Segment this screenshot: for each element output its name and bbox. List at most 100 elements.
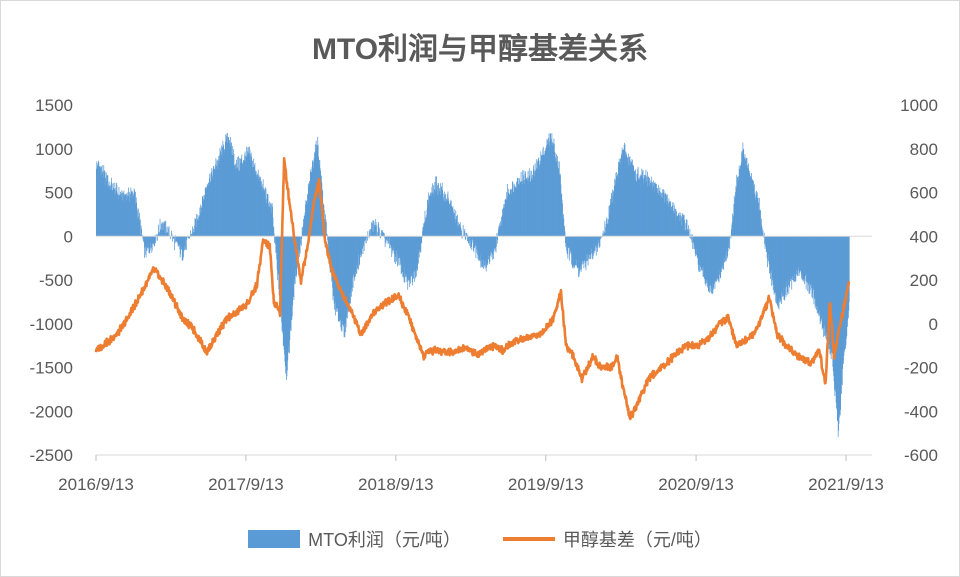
profit-bar bbox=[626, 162, 628, 237]
profit-bar bbox=[620, 155, 622, 237]
profit-bar bbox=[183, 236, 185, 252]
profit-bar bbox=[176, 236, 177, 242]
profit-bar bbox=[472, 236, 474, 241]
profit-bar bbox=[419, 236, 421, 252]
left-tick-label: 0 bbox=[64, 227, 73, 246]
profit-bar bbox=[438, 187, 440, 237]
profit-bar bbox=[153, 236, 155, 245]
profit-bar bbox=[774, 236, 775, 291]
profit-bar bbox=[152, 236, 154, 244]
profit-bar bbox=[423, 223, 425, 237]
profit-bar bbox=[802, 236, 803, 276]
profit-bar bbox=[688, 225, 690, 237]
legend: MTO利润（元/吨） 甲醇基差（元/吨） bbox=[0, 526, 960, 552]
profit-bar bbox=[372, 220, 374, 237]
profit-bar bbox=[362, 236, 363, 249]
profit-bar bbox=[657, 194, 659, 237]
profit-bar bbox=[354, 236, 356, 281]
profit-bar bbox=[252, 166, 254, 237]
profit-bar bbox=[708, 236, 710, 291]
profit-bar bbox=[134, 190, 135, 237]
profit-bar bbox=[733, 215, 734, 237]
profit-bar bbox=[485, 236, 487, 272]
profit-bar bbox=[235, 168, 236, 237]
profit-bar bbox=[160, 223, 162, 237]
profit-bar bbox=[99, 167, 101, 237]
profit-bar bbox=[743, 149, 745, 237]
profit-bar bbox=[421, 236, 423, 243]
profit-bar bbox=[728, 236, 729, 243]
profit-bar bbox=[714, 236, 716, 282]
profit-bar bbox=[429, 195, 430, 237]
profit-bar bbox=[400, 236, 402, 260]
profit-bar bbox=[138, 208, 140, 237]
profit-bar bbox=[391, 236, 393, 257]
profit-bar bbox=[360, 236, 362, 254]
profit-bar bbox=[823, 236, 825, 329]
profit-bar bbox=[137, 210, 138, 237]
profit-bar bbox=[833, 236, 835, 376]
profit-bar bbox=[142, 236, 144, 242]
profit-bar bbox=[812, 236, 814, 299]
profit-bar bbox=[220, 152, 222, 237]
profit-bar bbox=[227, 136, 229, 237]
profit-bar bbox=[781, 236, 782, 305]
profit-bar bbox=[583, 236, 585, 261]
profit-bar bbox=[147, 236, 149, 249]
profit-bar bbox=[370, 229, 372, 237]
profit-bar bbox=[663, 190, 665, 237]
profit-bar bbox=[324, 221, 326, 237]
profit-bar bbox=[578, 236, 579, 278]
profit-bar bbox=[257, 169, 259, 237]
profit-bar bbox=[407, 236, 409, 290]
profit-bar bbox=[634, 170, 636, 237]
profit-bar bbox=[181, 236, 183, 247]
profit-bar bbox=[177, 236, 179, 244]
profit-bar bbox=[270, 204, 272, 237]
profit-bar bbox=[461, 236, 463, 239]
profit-bar bbox=[203, 194, 205, 237]
profit-bar bbox=[696, 236, 697, 256]
profit-bar bbox=[727, 236, 729, 256]
profit-bar bbox=[561, 193, 563, 237]
profit-bar bbox=[108, 181, 110, 237]
profit-bar bbox=[137, 218, 139, 237]
profit-bar bbox=[245, 156, 246, 237]
profit-bar bbox=[691, 236, 693, 243]
profit-bar bbox=[263, 190, 265, 237]
profit-bar bbox=[146, 236, 148, 251]
profit-bar bbox=[586, 236, 588, 261]
profit-bar bbox=[650, 182, 652, 237]
profit-bar bbox=[104, 170, 105, 237]
profit-bar bbox=[425, 217, 426, 237]
profit-bar bbox=[259, 177, 260, 237]
profit-bar bbox=[610, 201, 612, 237]
profit-bar bbox=[834, 236, 835, 391]
profit-bar bbox=[811, 236, 813, 298]
profit-bar bbox=[385, 236, 387, 244]
profit-bar bbox=[201, 196, 203, 237]
profit-bar bbox=[193, 232, 195, 237]
profit-bar bbox=[97, 165, 99, 237]
profit-bar bbox=[744, 160, 746, 237]
profit-bar bbox=[109, 188, 110, 237]
profit-bar bbox=[432, 192, 434, 237]
profit-bar bbox=[532, 174, 534, 237]
profit-bar bbox=[241, 154, 243, 237]
profit-bar bbox=[584, 236, 586, 261]
profit-bar bbox=[292, 236, 294, 306]
profit-bar bbox=[448, 198, 449, 237]
profit-bar bbox=[796, 236, 798, 275]
profit-bar bbox=[762, 230, 764, 237]
profit-bar bbox=[285, 236, 287, 374]
profit-bar bbox=[589, 236, 591, 255]
profit-bar bbox=[417, 236, 419, 263]
profit-bar bbox=[747, 168, 749, 237]
profit-bar bbox=[264, 187, 266, 237]
profit-bar bbox=[558, 169, 559, 237]
profit-bar bbox=[517, 177, 518, 237]
profit-bar bbox=[150, 236, 152, 248]
profit-bar bbox=[414, 236, 416, 279]
profit-bar bbox=[559, 174, 561, 237]
profit-bar bbox=[226, 136, 228, 237]
